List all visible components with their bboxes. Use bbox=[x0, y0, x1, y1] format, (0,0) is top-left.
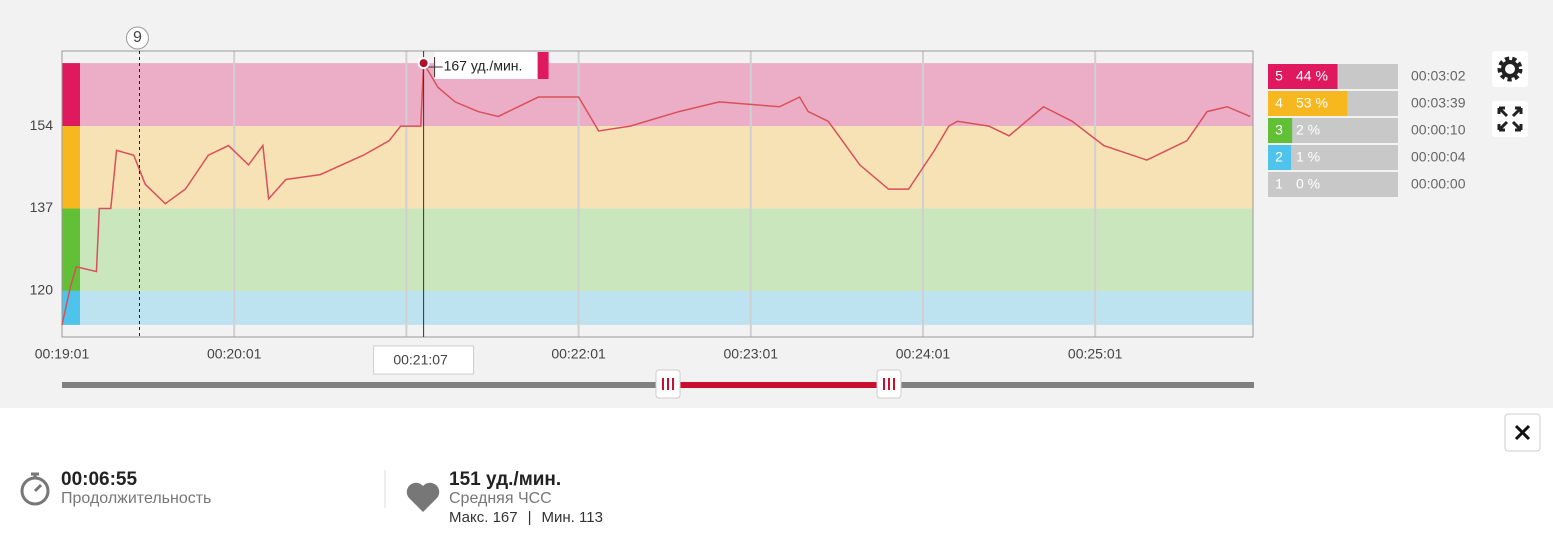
lap-marker-label: 9 bbox=[133, 29, 142, 46]
y-tick-label: 120 bbox=[30, 282, 54, 298]
close-button[interactable] bbox=[1504, 413, 1541, 452]
zone-percent: 1 % bbox=[1296, 149, 1320, 165]
zone-time: 00:03:02 bbox=[1411, 68, 1466, 84]
zone-strip bbox=[62, 208, 80, 291]
zone-strip bbox=[62, 126, 80, 209]
stopwatch-icon bbox=[20, 472, 50, 506]
x-tick-label: 00:22:01 bbox=[551, 346, 606, 362]
duration: 00:06:55 bbox=[61, 469, 137, 490]
zone-number: 1 bbox=[1275, 176, 1283, 192]
zone-number: 4 bbox=[1275, 95, 1283, 111]
zone-band bbox=[62, 290, 1253, 325]
zone-number-cell bbox=[1268, 145, 1290, 170]
max-hr: Макс. 167 bbox=[449, 509, 518, 526]
zone-bar-bg bbox=[1290, 145, 1398, 170]
range-handle-right[interactable] bbox=[876, 369, 902, 399]
x-tick-label: 00:25:01 bbox=[1068, 346, 1123, 362]
plot-border bbox=[61, 50, 1254, 338]
x-tick-label: 00:23:01 bbox=[724, 346, 779, 362]
avg-hr: 151 уд./мин. bbox=[449, 469, 561, 490]
zone-number-cell bbox=[1268, 91, 1290, 116]
min-hr: Мин. 113 bbox=[542, 509, 603, 526]
zone-bar bbox=[1290, 118, 1293, 143]
hr-line bbox=[61, 60, 1251, 326]
lap-marker-badge bbox=[125, 26, 149, 50]
y-tick-label: 154 bbox=[30, 117, 54, 133]
tooltip-text: 167 уд./мин. bbox=[444, 58, 523, 74]
zone-band bbox=[62, 208, 1253, 291]
x-tick-label: 00:24:01 bbox=[896, 346, 951, 362]
zone-bar bbox=[1290, 145, 1292, 170]
zone-percent: 53 % bbox=[1296, 95, 1328, 111]
tooltip-accent bbox=[537, 52, 549, 79]
zone-number: 2 bbox=[1275, 149, 1283, 165]
cursor-point bbox=[417, 57, 430, 70]
zone-bar bbox=[1290, 64, 1338, 89]
tooltip bbox=[434, 52, 549, 79]
summary-panel bbox=[0, 408, 1553, 541]
zone-number: 5 bbox=[1275, 68, 1283, 84]
zone-band bbox=[62, 126, 1253, 209]
zone-percent: 2 % bbox=[1296, 122, 1320, 138]
zone-bar bbox=[1290, 91, 1348, 116]
duration-label: Продолжительность bbox=[61, 490, 211, 507]
zone-bar-bg bbox=[1290, 118, 1398, 143]
settings-button[interactable] bbox=[1492, 51, 1528, 87]
zone-time: 00:00:10 bbox=[1411, 122, 1466, 138]
zone-time: 00:00:00 bbox=[1411, 176, 1466, 192]
range-selection bbox=[668, 382, 889, 388]
zone-percent: 44 % bbox=[1296, 68, 1328, 84]
avg-hr-label: Средняя ЧСС bbox=[449, 490, 552, 507]
divider: | bbox=[528, 509, 532, 526]
zone-strip bbox=[62, 63, 80, 127]
fullscreen-button[interactable] bbox=[1492, 101, 1528, 137]
x-tick-label: 00:20:01 bbox=[207, 346, 262, 362]
max-min: Макс. 167 | Мин. 113 bbox=[449, 509, 603, 526]
x-tick-label: 00:19:01 bbox=[35, 346, 90, 362]
range-handle-left[interactable] bbox=[655, 369, 681, 399]
zone-percent: 0 % bbox=[1296, 176, 1320, 192]
zone-strip bbox=[62, 290, 80, 325]
heart-icon bbox=[406, 482, 440, 512]
plot: 00:19:0100:20:0100:21:0100:22:0100:23:01… bbox=[30, 26, 1254, 375]
zone-number-cell bbox=[1268, 172, 1290, 197]
zone-number-cell bbox=[1268, 118, 1290, 143]
zone-bar-bg bbox=[1290, 172, 1398, 197]
zone-band bbox=[62, 63, 1253, 127]
zone-time: 00:00:04 bbox=[1411, 149, 1466, 165]
cursor-time-box bbox=[373, 345, 475, 375]
cursor-time: 00:21:07 bbox=[393, 352, 448, 368]
zone-time: 00:03:39 bbox=[1411, 95, 1466, 111]
y-tick-label: 137 bbox=[30, 199, 54, 215]
tooltip-pointer bbox=[426, 57, 443, 77]
zone-number: 3 bbox=[1275, 122, 1283, 138]
zone-number-cell bbox=[1268, 64, 1290, 89]
